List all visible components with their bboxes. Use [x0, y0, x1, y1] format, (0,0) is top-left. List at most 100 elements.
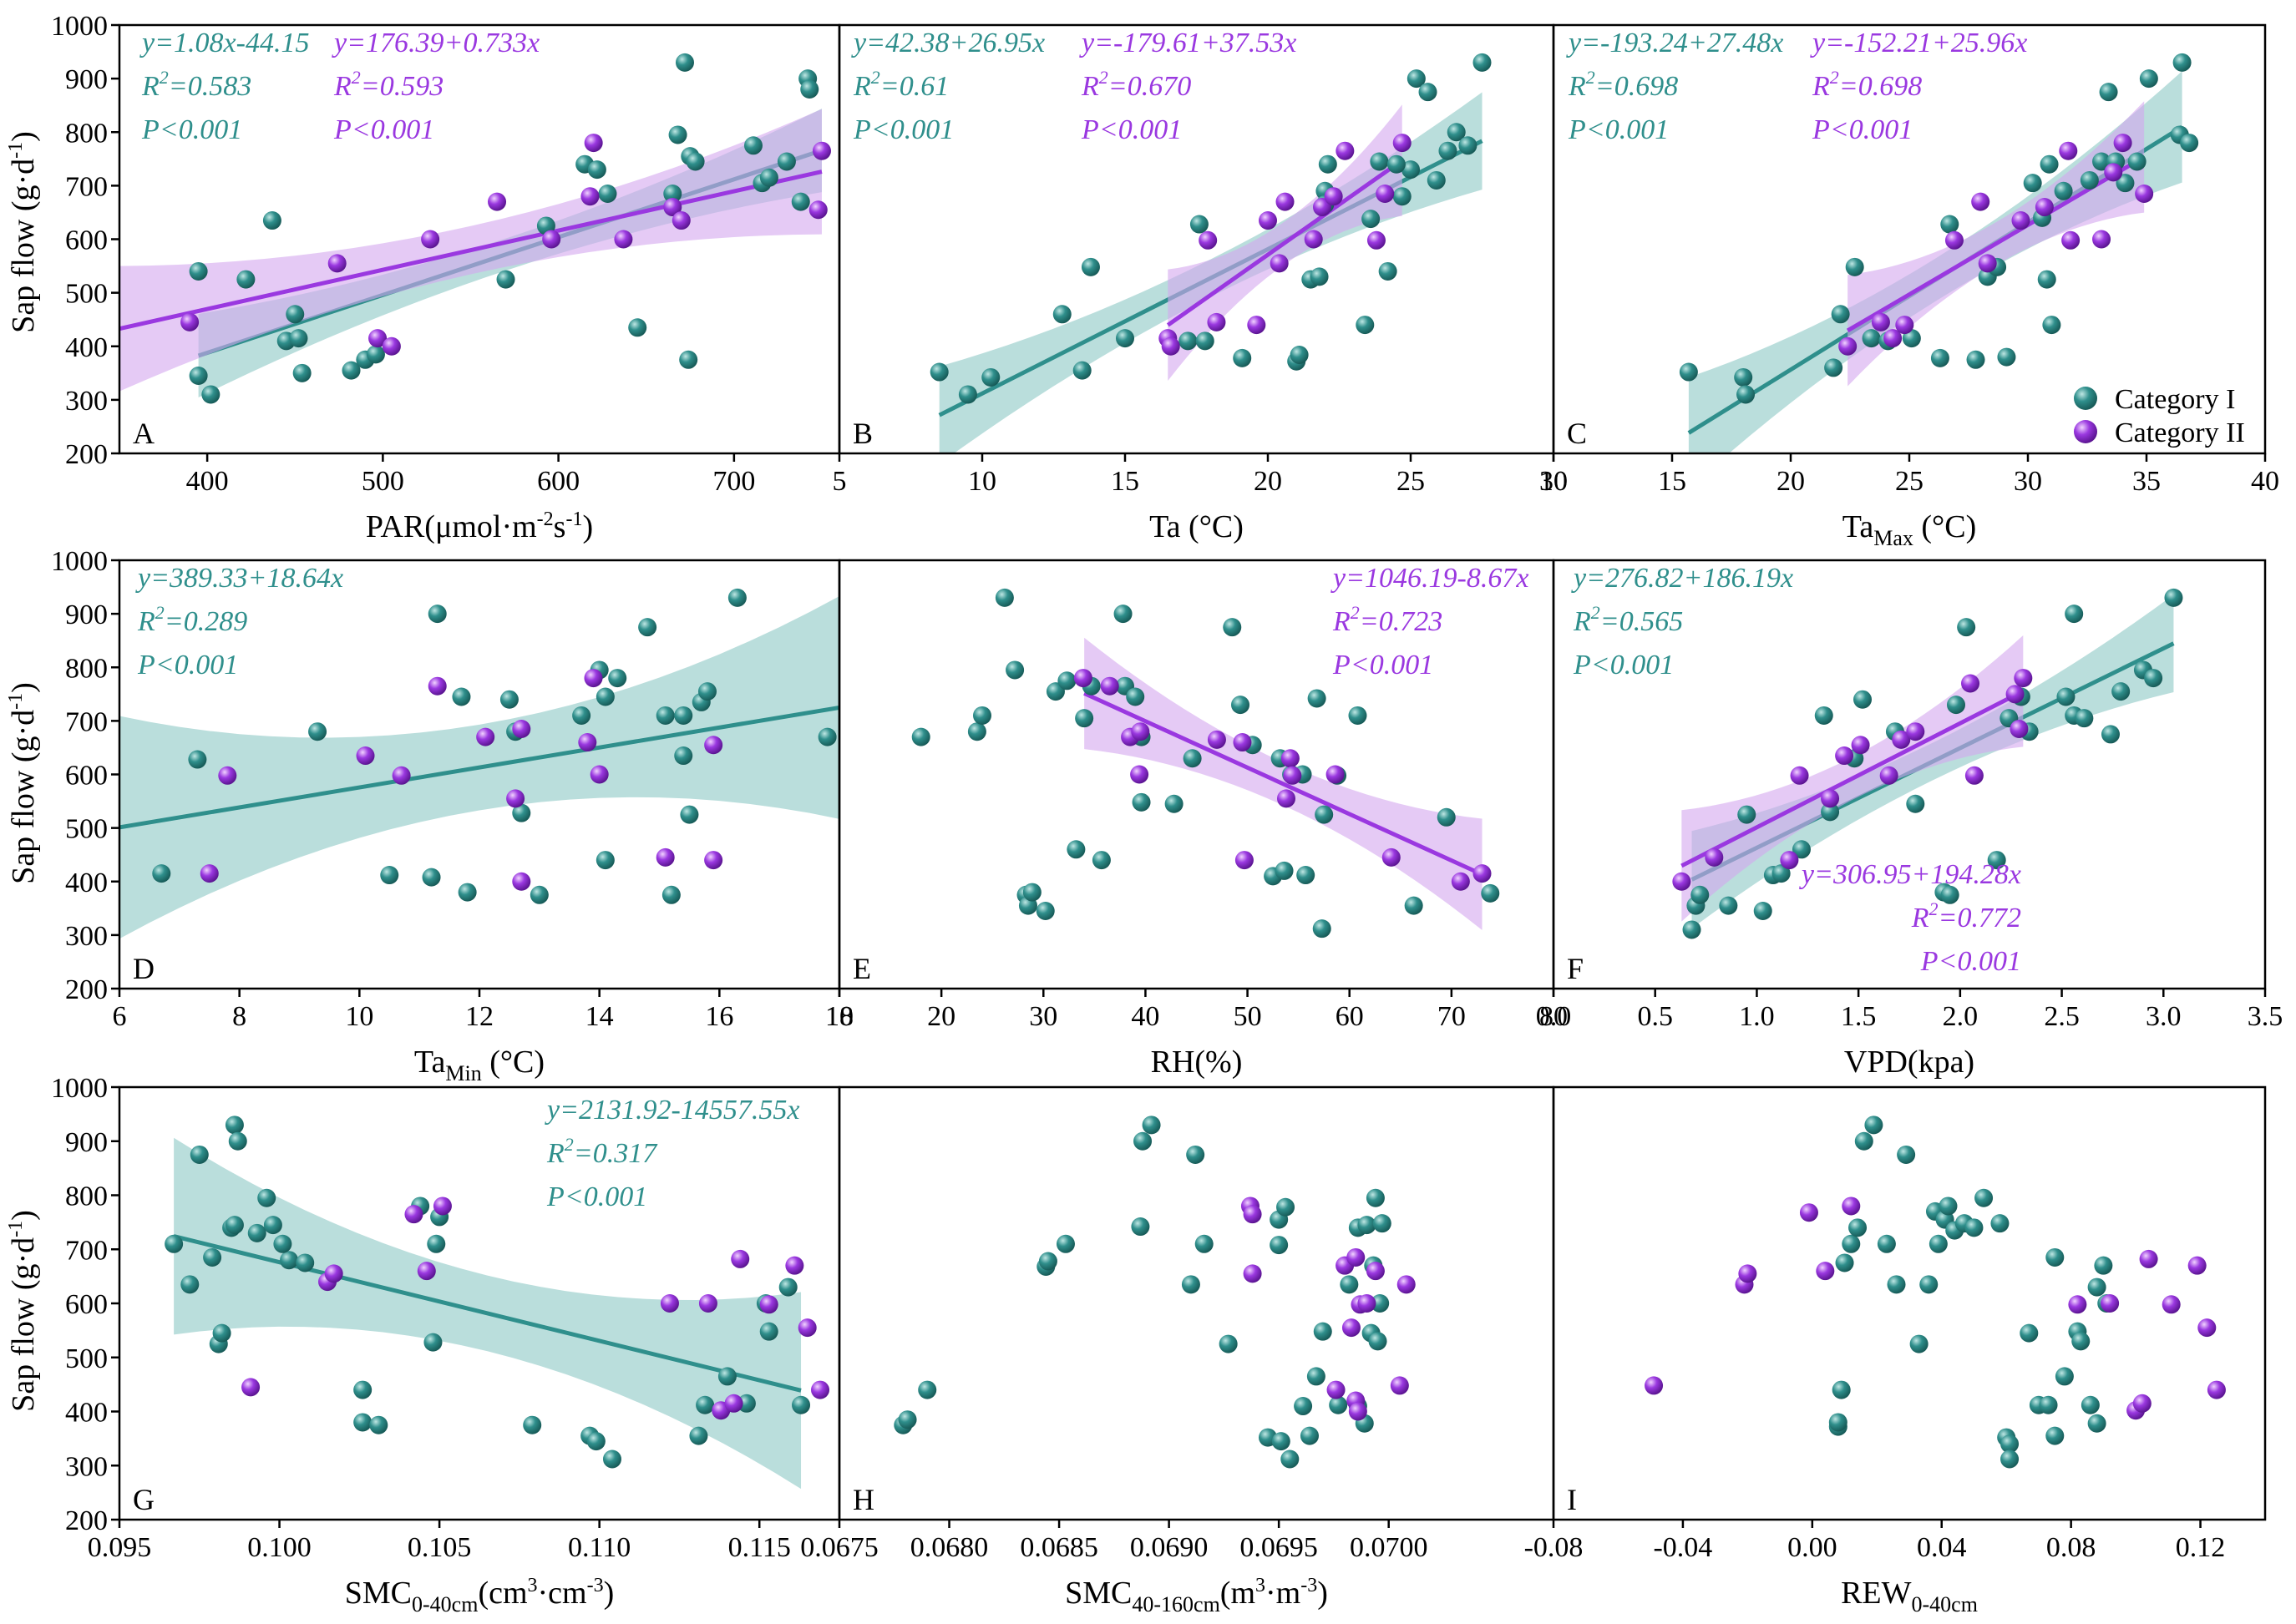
point-cat2 [1243, 1205, 1262, 1224]
point-cat2 [1838, 336, 1858, 356]
point-cat2 [2068, 1295, 2087, 1314]
point-cat1 [1930, 348, 1949, 367]
point-cat1 [628, 318, 647, 337]
point-cat2 [1971, 192, 1990, 211]
point-cat2 [1357, 1294, 1376, 1313]
point-cat1 [1276, 1197, 1295, 1217]
point-cat1 [2037, 270, 2056, 289]
panel-letter: H [853, 1483, 874, 1516]
point-cat1 [1296, 866, 1315, 885]
point-cat2 [2092, 230, 2111, 249]
point-cat1 [1906, 794, 1925, 813]
point-cat1 [930, 362, 949, 382]
point-cat1 [366, 345, 385, 364]
annotation-cat2: R2=0.593 [333, 67, 443, 102]
point-cat1 [1734, 367, 1753, 387]
point-cat1 [1974, 1188, 1994, 1207]
panel-letter: B [853, 417, 873, 450]
point-cat2 [1234, 851, 1254, 870]
point-cat1 [1067, 840, 1086, 859]
point-cat1 [1133, 1131, 1153, 1151]
x-tick-label: 8 [232, 1001, 246, 1032]
point-cat2 [1100, 676, 1119, 696]
point-cat1 [1842, 1234, 1861, 1253]
point-cat1 [2087, 1277, 2106, 1297]
point-cat1 [1368, 1332, 1387, 1351]
x-tick-label: 35 [2132, 466, 2161, 497]
point-cat1 [2023, 174, 2042, 193]
point-cat1 [2127, 152, 2146, 171]
point-cat1 [596, 687, 615, 706]
y-tick-label: 500 [65, 279, 108, 310]
legend: Category I Category II [2074, 384, 2245, 448]
point-cat2 [704, 736, 723, 755]
fit-line-cat2 [1083, 691, 1483, 877]
point-cat2 [368, 329, 388, 348]
x-tick-label: 500 [362, 466, 404, 497]
point-cat1 [1939, 1196, 1958, 1216]
point-cat1 [918, 1380, 937, 1399]
panel-H: 0.0675 0.0680 0.0685 0.0690 0.0695 0.0700 H SMC… [800, 1085, 1555, 1616]
point-cat2 [2207, 1380, 2226, 1399]
point-cat2 [1835, 746, 1854, 766]
point-cat1 [1231, 696, 1250, 715]
x-tick-label: 80 [1539, 1001, 1568, 1032]
point-cat1 [2056, 687, 2076, 706]
point-cat1 [697, 682, 717, 701]
annotation-cat2: P<0.001 [1332, 650, 1433, 680]
point-cat1 [273, 1234, 292, 1253]
point-cat2 [488, 192, 507, 211]
point-cat1 [1356, 316, 1375, 335]
point-cat1 [1006, 660, 1025, 680]
x-tick-label: 600 [537, 466, 580, 497]
annotation-cat1: P<0.001 [1568, 114, 1669, 145]
point-cat2 [512, 719, 531, 738]
point-cat1 [530, 885, 549, 904]
point-cat1 [263, 1216, 282, 1235]
point-cat2 [584, 669, 603, 688]
point-cat2 [417, 1262, 436, 1281]
point-cat1 [1897, 1145, 1916, 1164]
y-tick-label: 700 [65, 1235, 108, 1266]
point-cat2 [1366, 230, 1386, 250]
point-cat1 [1271, 1432, 1290, 1451]
point-cat1 [458, 883, 477, 902]
x-tick-label: 30 [2014, 466, 2042, 497]
point-cat1 [1472, 53, 1492, 72]
panel-letter: I [1567, 1483, 1577, 1516]
point-cat1 [743, 136, 763, 155]
point-cat1 [1307, 689, 1326, 708]
point-cat1 [2080, 170, 2099, 190]
point-cat1 [759, 168, 778, 187]
fit-line-cat2 [1680, 689, 2025, 868]
point-cat1 [152, 864, 171, 883]
point-cat2 [2010, 719, 2029, 738]
y-tick-label: 500 [65, 1343, 108, 1374]
point-cat2 [1883, 329, 1903, 348]
x-tick-label: 0.115 [728, 1532, 791, 1563]
point-cat1 [1753, 902, 1772, 921]
plot-frame [1552, 559, 2267, 990]
point-cat1 [1821, 802, 1840, 822]
legend-cat2-marker [2074, 420, 2097, 443]
panel-letter: G [133, 1483, 155, 1516]
point-cat1 [1418, 83, 1437, 102]
point-cat1 [958, 385, 977, 404]
point-cat2 [1879, 766, 1898, 785]
y-axis-label-row3: Sap flow (g·d-1) [5, 1210, 41, 1412]
point-cat1 [1306, 1367, 1325, 1386]
y-tick-label: 300 [65, 921, 108, 952]
point-cat1 [1233, 348, 1252, 367]
y-tick-label: 800 [65, 1181, 108, 1212]
point-cat1 [1370, 152, 1389, 171]
y-tick-label: 1000 [51, 546, 108, 577]
annotation-cat1: R2=0.289 [137, 602, 247, 637]
point-cat1 [228, 1131, 247, 1151]
point-cat1 [380, 866, 399, 885]
point-cat2 [1961, 674, 1980, 693]
point-cat1 [1737, 805, 1756, 824]
point-cat2 [759, 1295, 778, 1314]
panel-letter: D [133, 952, 155, 985]
point-cat1 [1682, 920, 1701, 939]
point-cat1 [2087, 1414, 2106, 1433]
